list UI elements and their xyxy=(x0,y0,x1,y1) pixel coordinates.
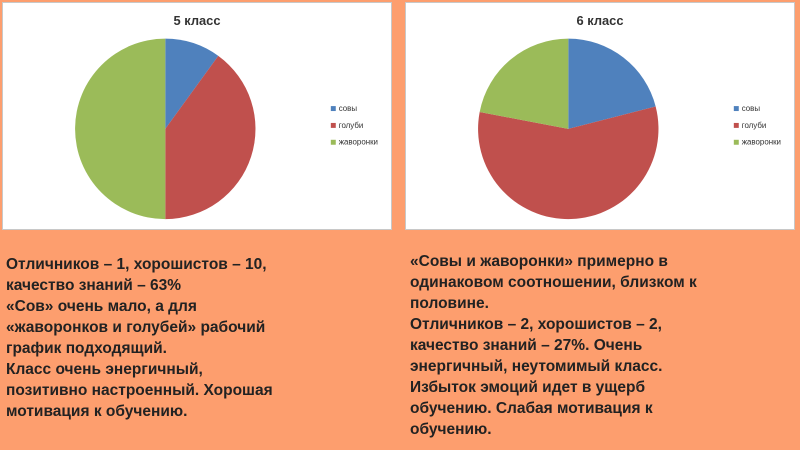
legend-swatch xyxy=(733,106,739,112)
text-line: мотивация к обучению. xyxy=(6,403,188,420)
pie-slice-owls xyxy=(568,38,656,129)
chart-grade-5: 5 класс совы голуби жаворонки xyxy=(2,2,392,230)
legend-label: совы xyxy=(339,104,358,113)
text-line: качество знаний – 27%. Очень xyxy=(410,337,643,354)
text-line: обучению. Слабая мотивация к xyxy=(410,400,653,417)
text-line: половине. xyxy=(410,295,489,312)
legend-swatch xyxy=(330,139,336,145)
grade-6-description: «Совы и жаворонки» примерно в одинаковом… xyxy=(410,251,795,450)
text-line: «жаворонков и голубей» рабочий xyxy=(6,319,266,336)
legend-label: голуби xyxy=(742,121,767,130)
legend-label: жаворонки xyxy=(742,138,781,147)
pie-chart-grade-5: 5 класс совы голуби жаворонки xyxy=(75,13,378,220)
text-line: Класс очень энергичный, xyxy=(6,361,203,378)
legend-swatch xyxy=(330,106,336,112)
chart-title: 5 класс xyxy=(174,13,221,28)
grade-5-description: Отличников – 1, хорошистов – 10, качеств… xyxy=(6,254,386,422)
legend-label: голуби xyxy=(339,121,364,130)
text-line: позитивно настроенный. Хорошая xyxy=(6,382,273,399)
legend-swatch xyxy=(733,139,739,145)
text-line: Отличников – 2, хорошистов – 2, xyxy=(410,316,662,333)
text-line: график подходящий. xyxy=(6,340,167,357)
chart-title: 6 класс xyxy=(577,13,624,28)
legend-label: жаворонки xyxy=(339,138,378,147)
legend-swatch xyxy=(733,122,739,128)
pie-slice-doves xyxy=(478,106,659,220)
text-line: Избыток эмоций идет в ущерб xyxy=(410,379,646,396)
text-line: Отличников – 1, хорошистов – 10, xyxy=(6,256,267,273)
chart-grade-6: 6 класс совы голуби жаворонки xyxy=(405,2,795,230)
text-line: одинаковом соотношении, близком к xyxy=(410,274,697,291)
text-line: обучению. xyxy=(410,421,492,438)
pie-slice-doves xyxy=(165,55,256,220)
legend-label: совы xyxy=(742,104,761,113)
pie-chart-grade-6: 6 класс совы голуби жаворонки xyxy=(478,13,781,220)
pie-slice-owls xyxy=(165,38,219,129)
pie-slice-larks xyxy=(479,38,569,129)
text-line: качество знаний – 63% xyxy=(6,277,182,294)
pie-slice-larks xyxy=(75,38,166,220)
text-line: энергичный, неутомимый класс. xyxy=(410,358,663,375)
legend-swatch xyxy=(330,122,336,128)
text-line: «Совы и жаворонки» примерно в xyxy=(410,253,668,270)
text-line: «Сов» очень мало, а для xyxy=(6,298,197,315)
